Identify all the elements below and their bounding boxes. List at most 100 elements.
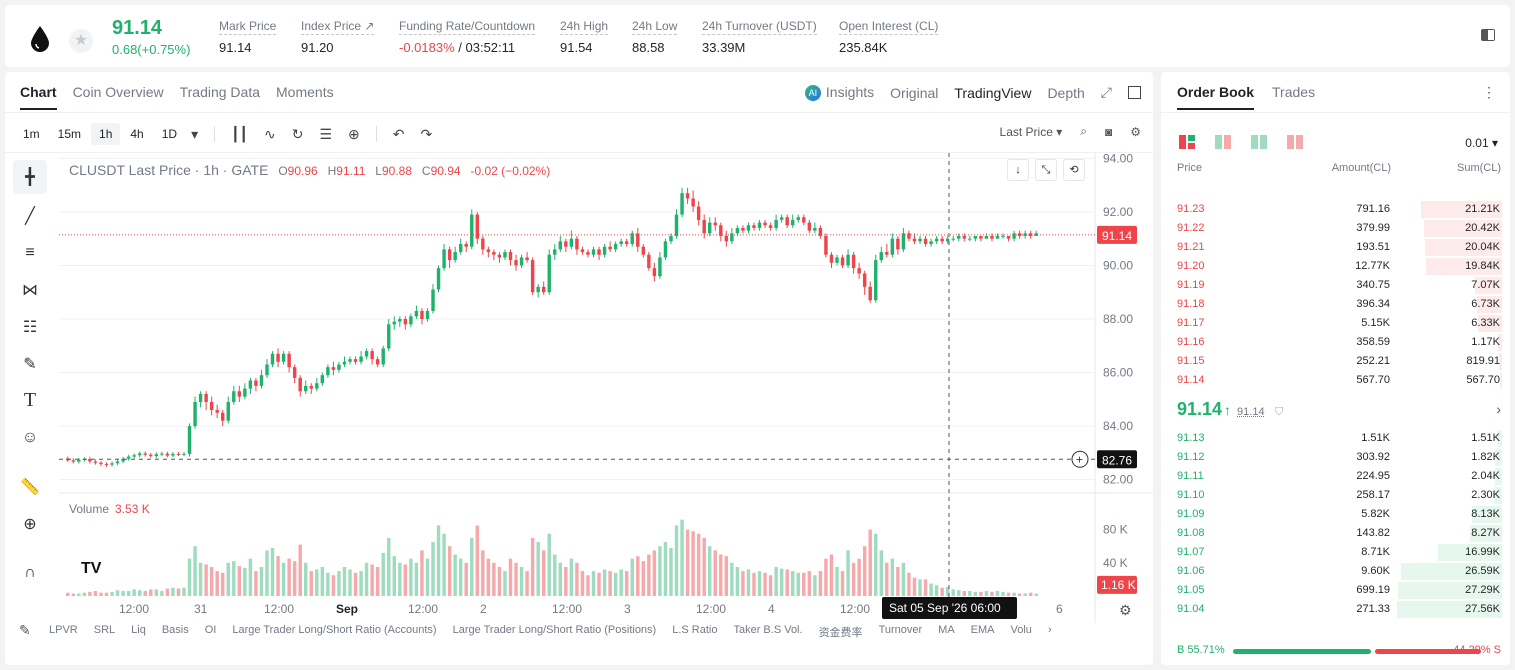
horizontal-lines-tool-icon[interactable]: ≡ <box>25 243 35 261</box>
stat-mark-price[interactable]: Mark Price 91.14 <box>219 19 277 55</box>
magnet-tool-icon[interactable]: ∩ <box>24 563 36 581</box>
ask-row[interactable]: 91.15 252.21 819.91 <box>1161 352 1510 371</box>
timeframe-1h[interactable]: 1h <box>91 123 121 145</box>
tab-original[interactable]: Original <box>890 84 939 101</box>
book-icon[interactable] <box>1480 27 1496 43</box>
price-step-select[interactable]: 0.01 ▾ <box>1465 136 1498 150</box>
bid-row[interactable]: 91.08 143.82 8.27K <box>1161 524 1510 543</box>
stat-24h-turnover[interactable]: 24h Turnover (USDT) 33.39M <box>702 19 817 55</box>
timeframe-4h[interactable]: 4h <box>130 127 144 141</box>
ask-row[interactable]: 91.17 5.15K 6.33K <box>1161 314 1510 333</box>
view-mixed-icon[interactable] <box>1215 135 1233 149</box>
redo-icon[interactable]: ↷ <box>420 125 433 142</box>
mid-price[interactable]: 91.14 ↑ 91.14 ⛉ › <box>1177 399 1501 421</box>
insights-button[interactable]: AI Insights <box>804 84 874 102</box>
indicator-settings-icon[interactable]: ✎ <box>19 622 31 638</box>
ruler-tool-icon[interactable]: 📏 <box>20 478 40 496</box>
ask-row[interactable]: 91.18 396.34 6.73K <box>1161 295 1510 314</box>
candlestick-chart[interactable]: 94.00 92.00 90.00 88.00 86.00 84.00 82.00 80 K 4… <box>59 153 1153 623</box>
camera-icon[interactable]: ◙ <box>1104 124 1113 139</box>
bid-row[interactable]: 91.13 1.51K 1.51K <box>1161 429 1510 448</box>
bid-row[interactable]: 91.12 303.92 1.82K <box>1161 448 1510 467</box>
stat-funding-rate[interactable]: Funding Rate/Countdown -0.0183% / 03:52:… <box>399 19 536 55</box>
templates-icon[interactable]: ☰ <box>319 125 332 142</box>
tab-moments[interactable]: Moments <box>276 84 334 100</box>
tab-chart[interactable]: Chart <box>20 84 57 110</box>
view-asks-icon[interactable] <box>1287 135 1305 149</box>
candlestick-icon[interactable]: ┃┃ <box>231 125 248 142</box>
bid-row[interactable]: 91.10 258.17 2.30K <box>1161 486 1510 505</box>
zoom-in-tool-icon[interactable]: ⊕ <box>23 515 37 533</box>
chevron-right-icon[interactable]: › <box>1047 624 1052 636</box>
stat-index-price[interactable]: Index Price ↗ 91.20 <box>301 19 375 55</box>
ask-row[interactable]: 91.14 567.70 567.70 <box>1161 371 1510 390</box>
indicator-item[interactable]: EMA <box>970 624 995 636</box>
pattern-tool-icon[interactable]: ⋈ <box>22 281 38 299</box>
stat-24h-low[interactable]: 24h Low 88.58 <box>632 19 678 55</box>
indicator-item[interactable]: 资金费率 <box>818 627 863 639</box>
bid-row[interactable]: 91.11 224.95 2.04K <box>1161 467 1510 486</box>
more-icon[interactable]: ⋮ <box>1482 84 1496 100</box>
bid-row[interactable]: 91.04 271.33 27.56K <box>1161 600 1510 619</box>
text-tool-icon[interactable]: T <box>23 389 37 411</box>
indicator-item[interactable]: Large Trader Long/Short Ratio (Positions… <box>452 624 657 636</box>
bid-row[interactable]: 91.05 699.19 27.29K <box>1161 581 1510 600</box>
stat-24h-high[interactable]: 24h High 91.54 <box>560 19 609 55</box>
arrow-down-icon[interactable]: ↓ <box>1007 159 1029 181</box>
replay-icon[interactable]: ↻ <box>291 125 304 142</box>
indicator-item[interactable]: Volu <box>1010 624 1032 636</box>
bid-row[interactable]: 91.09 5.82K 8.13K <box>1161 505 1510 524</box>
candle-body <box>503 252 507 258</box>
timeframe-15m[interactable]: 15m <box>57 127 82 141</box>
indicator-item[interactable]: SRL <box>93 624 116 636</box>
indicator-item[interactable]: Turnover <box>878 624 923 636</box>
collapse-icon[interactable]: ⤡ <box>1035 159 1057 181</box>
tab-tradingview[interactable]: TradingView <box>954 84 1032 101</box>
undo-icon[interactable]: ↶ <box>392 125 405 142</box>
add-alert-icon[interactable]: ⊕ <box>348 125 360 142</box>
tab-trading-data[interactable]: Trading Data <box>179 84 261 100</box>
ask-row[interactable]: 91.16 358.59 1.17K <box>1161 333 1510 352</box>
tab-coin-overview[interactable]: Coin Overview <box>72 84 164 100</box>
refresh-icon[interactable]: ⟲ <box>1063 159 1085 181</box>
search-icon[interactable]: ⌕ <box>1080 124 1087 138</box>
ask-row[interactable]: 91.19 340.75 7.07K <box>1161 276 1510 295</box>
indicator-item[interactable]: MA <box>938 624 955 636</box>
ask-row[interactable]: 91.23 791.16 21.21K <box>1161 200 1510 219</box>
chart-area[interactable]: 94.00 92.00 90.00 88.00 86.00 84.00 82.00 80 K 4… <box>59 153 1153 665</box>
tab-order-book[interactable]: Order Book <box>1177 84 1255 110</box>
ask-row[interactable]: 91.22 379.99 20.42K <box>1161 219 1510 238</box>
indicator-item[interactable]: OI <box>204 624 217 636</box>
crosshair-price-tag <box>1097 450 1137 469</box>
indicators-icon[interactable]: ∿ <box>263 125 276 142</box>
bid-row[interactable]: 91.07 8.71K 16.99K <box>1161 543 1510 562</box>
indicator-item[interactable]: Large Trader Long/Short Ratio (Accounts) <box>232 624 437 636</box>
chevron-down-icon[interactable]: ▾ <box>191 125 199 142</box>
brush-tool-icon[interactable]: ✎ <box>23 355 37 373</box>
price-type-select[interactable]: Last Price ▾ <box>999 124 1063 139</box>
indicator-item[interactable]: Basis <box>161 624 189 636</box>
tab-trades[interactable]: Trades <box>1272 84 1316 100</box>
fib-tool-icon[interactable]: ☷ <box>22 318 38 336</box>
expand-icon[interactable]: ⤢ <box>1100 84 1112 101</box>
ask-row[interactable]: 91.21 193.51 20.04K <box>1161 238 1510 257</box>
chevron-right-icon[interactable]: › <box>1496 401 1501 417</box>
emoji-tool-icon[interactable]: ☺ <box>21 428 39 446</box>
view-both-icon[interactable] <box>1179 135 1197 149</box>
timeframe-1m[interactable]: 1m <box>23 127 40 141</box>
indicator-item[interactable]: LPVR <box>49 624 78 636</box>
trendline-tool-icon[interactable]: ╱ <box>25 207 35 225</box>
ask-row[interactable]: 91.20 12.77K 19.84K <box>1161 257 1510 276</box>
stat-open-interest[interactable]: Open Interest (CL) 235.84K <box>839 19 939 55</box>
bid-row[interactable]: 91.06 9.60K 26.59K <box>1161 562 1510 581</box>
crosshair-tool-icon[interactable]: ╋ <box>13 160 47 194</box>
indicator-item[interactable]: L.S Ratio <box>672 624 718 636</box>
gear-icon[interactable]: ⚙ <box>1130 124 1141 139</box>
tab-depth[interactable]: Depth <box>1047 84 1085 101</box>
indicator-item[interactable]: Taker B.S Vol. <box>733 624 803 636</box>
favorite-star-icon[interactable]: ★ <box>69 29 93 53</box>
timeframe-1d[interactable]: 1D <box>161 127 178 141</box>
view-bids-icon[interactable] <box>1251 135 1269 149</box>
indicator-item[interactable]: Liq <box>131 624 146 636</box>
window-icon[interactable] <box>1128 86 1141 100</box>
